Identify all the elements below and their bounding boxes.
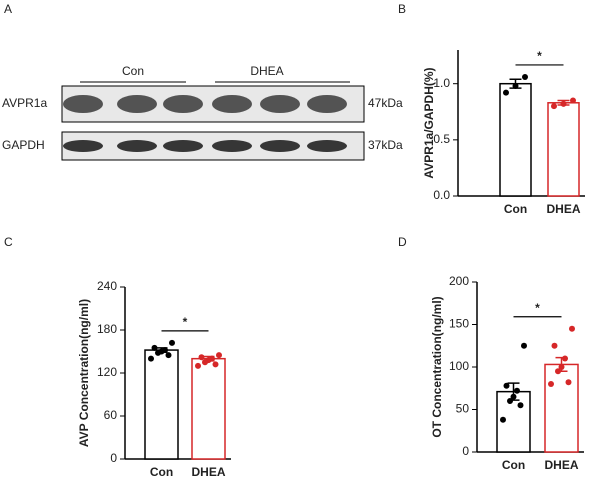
y-tick-label: 0.0	[433, 188, 450, 202]
band	[163, 140, 203, 152]
band	[260, 95, 300, 113]
data-point	[510, 393, 517, 400]
bar	[544, 363, 579, 453]
y-tick-label: 150	[449, 317, 469, 331]
data-point	[155, 349, 161, 356]
data-point	[548, 381, 554, 387]
y-tick-label: 200	[449, 274, 469, 288]
band	[307, 140, 347, 152]
panel-label: B	[398, 2, 406, 16]
y-tick-label: 0	[462, 444, 469, 458]
size-label: 47kDa	[368, 96, 403, 110]
band	[212, 95, 252, 113]
y-axis-label: OT Concentration(ng/ml)	[430, 296, 444, 437]
y-tick-label: 180	[97, 322, 117, 336]
band	[260, 140, 300, 152]
data-point	[565, 379, 572, 386]
panel-label: C	[4, 235, 13, 249]
data-point	[522, 73, 528, 80]
group-label: Con	[122, 64, 144, 78]
data-point	[560, 100, 567, 107]
data-point	[212, 361, 219, 368]
data-point	[165, 352, 172, 359]
data-point	[151, 344, 158, 351]
row-label: GAPDH	[2, 138, 45, 152]
data-point	[216, 352, 222, 359]
band	[163, 95, 203, 113]
data-point	[195, 362, 201, 369]
data-point	[202, 359, 208, 366]
panel-label: A	[4, 2, 12, 16]
data-point	[503, 382, 510, 389]
size-label: 37kDa	[368, 138, 403, 152]
y-tick-label: 240	[97, 279, 117, 293]
y-tick-label: 1.0	[433, 76, 450, 90]
data-point	[570, 97, 576, 104]
data-point	[512, 82, 519, 89]
bar	[191, 357, 226, 460]
significance-label: *	[535, 301, 540, 315]
bar	[547, 102, 580, 197]
y-axis-label: AVP Concentration(ng/ml)	[77, 299, 91, 447]
band	[212, 140, 252, 152]
y-tick-label: 0.5	[433, 132, 450, 146]
data-point	[517, 402, 524, 409]
x-tick-label: Con	[502, 458, 525, 472]
x-tick-label: Con	[150, 465, 173, 479]
band	[117, 140, 157, 152]
data-point	[551, 342, 558, 349]
data-point	[521, 342, 527, 349]
data-point	[500, 416, 506, 423]
data-point	[551, 103, 557, 110]
data-point	[198, 354, 205, 361]
y-axis-label: AVPR1a/GAPDH(%)	[422, 67, 436, 178]
data-point	[169, 339, 175, 346]
y-tick-label: 120	[97, 365, 117, 379]
data-point	[562, 355, 568, 362]
band	[117, 95, 157, 113]
y-tick-label: 50	[456, 402, 470, 416]
y-tick-label: 60	[104, 408, 118, 422]
data-point	[569, 325, 575, 332]
data-point	[503, 89, 509, 96]
data-point	[148, 355, 154, 362]
band	[307, 95, 347, 113]
band	[63, 140, 103, 152]
bar	[144, 349, 179, 460]
group-label: DHEA	[250, 64, 283, 78]
x-tick-label: Con	[504, 202, 527, 216]
panel-label: D	[398, 235, 407, 249]
significance-label: *	[537, 49, 542, 63]
data-point	[507, 398, 513, 404]
x-tick-label: DHEA	[546, 202, 580, 216]
data-point	[514, 387, 520, 394]
row-label: AVPR1a	[2, 96, 47, 110]
y-tick-label: 100	[449, 359, 469, 373]
data-point	[558, 364, 565, 370]
x-tick-label: DHEA	[191, 465, 225, 479]
x-tick-label: DHEA	[544, 458, 578, 472]
data-point	[555, 368, 561, 375]
bar	[499, 82, 532, 197]
significance-label: *	[183, 315, 188, 329]
y-tick-label: 0	[110, 451, 117, 465]
band	[63, 95, 103, 113]
